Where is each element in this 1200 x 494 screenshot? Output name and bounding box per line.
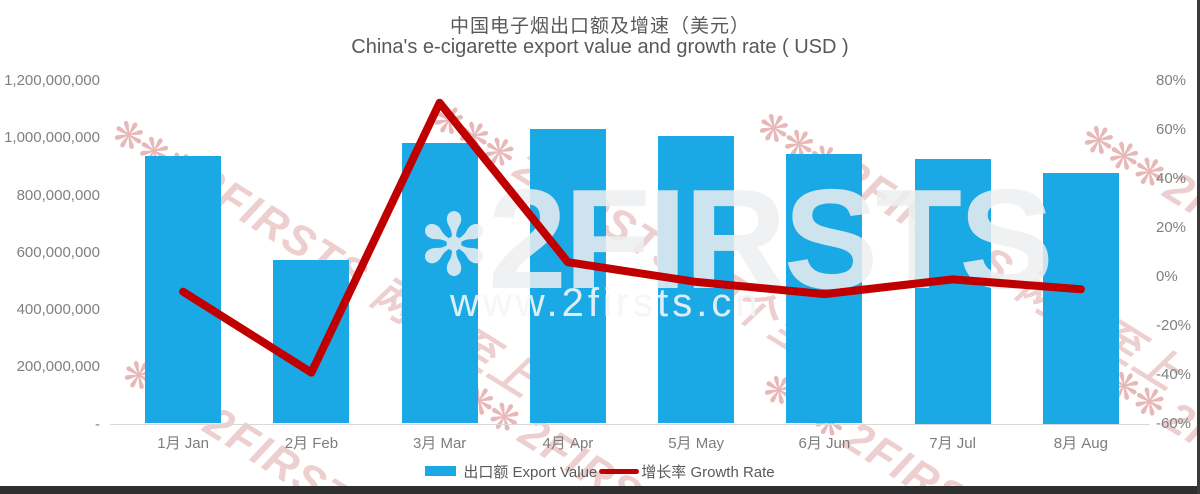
legend-label-growth-rate: 增长率 Growth Rate — [641, 463, 775, 481]
left-axis-tick: - — [95, 415, 100, 433]
watermark-url: www.2firsts.cn — [450, 281, 762, 325]
x-axis-label: 6月 Jun — [798, 435, 851, 452]
x-axis-label: 7月 Jul — [929, 435, 976, 452]
x-axis-label: 3月 Mar — [412, 435, 467, 452]
x-axis-line — [110, 424, 1150, 425]
chart-title-zh: 中国电子烟出口额及增速（美元） — [449, 16, 750, 37]
right-axis-tick: 0% — [1156, 268, 1178, 286]
right-axis-tick: 40% — [1156, 170, 1187, 188]
left-axis-tick: 600,000,000 — [16, 243, 100, 261]
left-axis-tick: 1,200,000,000 — [4, 72, 100, 89]
right-axis-tick: 60% — [1156, 121, 1187, 139]
bar-1月 Jan — [145, 155, 222, 424]
legend-label-export-value: 出口额 Export Value — [463, 463, 598, 481]
left-axis-tick: 400,000,000 — [16, 301, 100, 318]
right-axis-tick: 80% — [1156, 72, 1187, 89]
x-axis-label: 1月 Jan — [157, 435, 209, 452]
window-bottom-edge — [0, 486, 1200, 494]
left-axis-tick: 800,000,000 — [16, 186, 100, 204]
right-axis-tick: -40% — [1156, 366, 1192, 384]
x-axis-label: 8月 Aug — [1053, 435, 1108, 452]
left-axis-tick: 1,000,000,000 — [4, 129, 100, 147]
right-axis-tick: -60% — [1156, 415, 1192, 433]
export-value-swatch — [425, 466, 457, 476]
x-axis-label: 5月 May — [668, 435, 725, 452]
window-right-edge — [1197, 0, 1200, 494]
left-axis-tick: 200,000,000 — [16, 358, 100, 376]
right-axis-tick: -20% — [1156, 317, 1192, 335]
x-axis-label: 2月 Feb — [284, 435, 339, 452]
legend: 出口额 Export Value 增长率 Growth Rate — [0, 460, 1200, 482]
bar-8月 Aug — [1042, 173, 1119, 424]
bar-2月 Feb — [273, 260, 350, 424]
growth-rate-swatch — [599, 468, 640, 474]
right-axis-tick: 20% — [1156, 219, 1187, 237]
chart-title-en: China's e-cigarette export value and gro… — [351, 36, 849, 58]
x-axis-label: 4月 Apr — [542, 435, 594, 452]
